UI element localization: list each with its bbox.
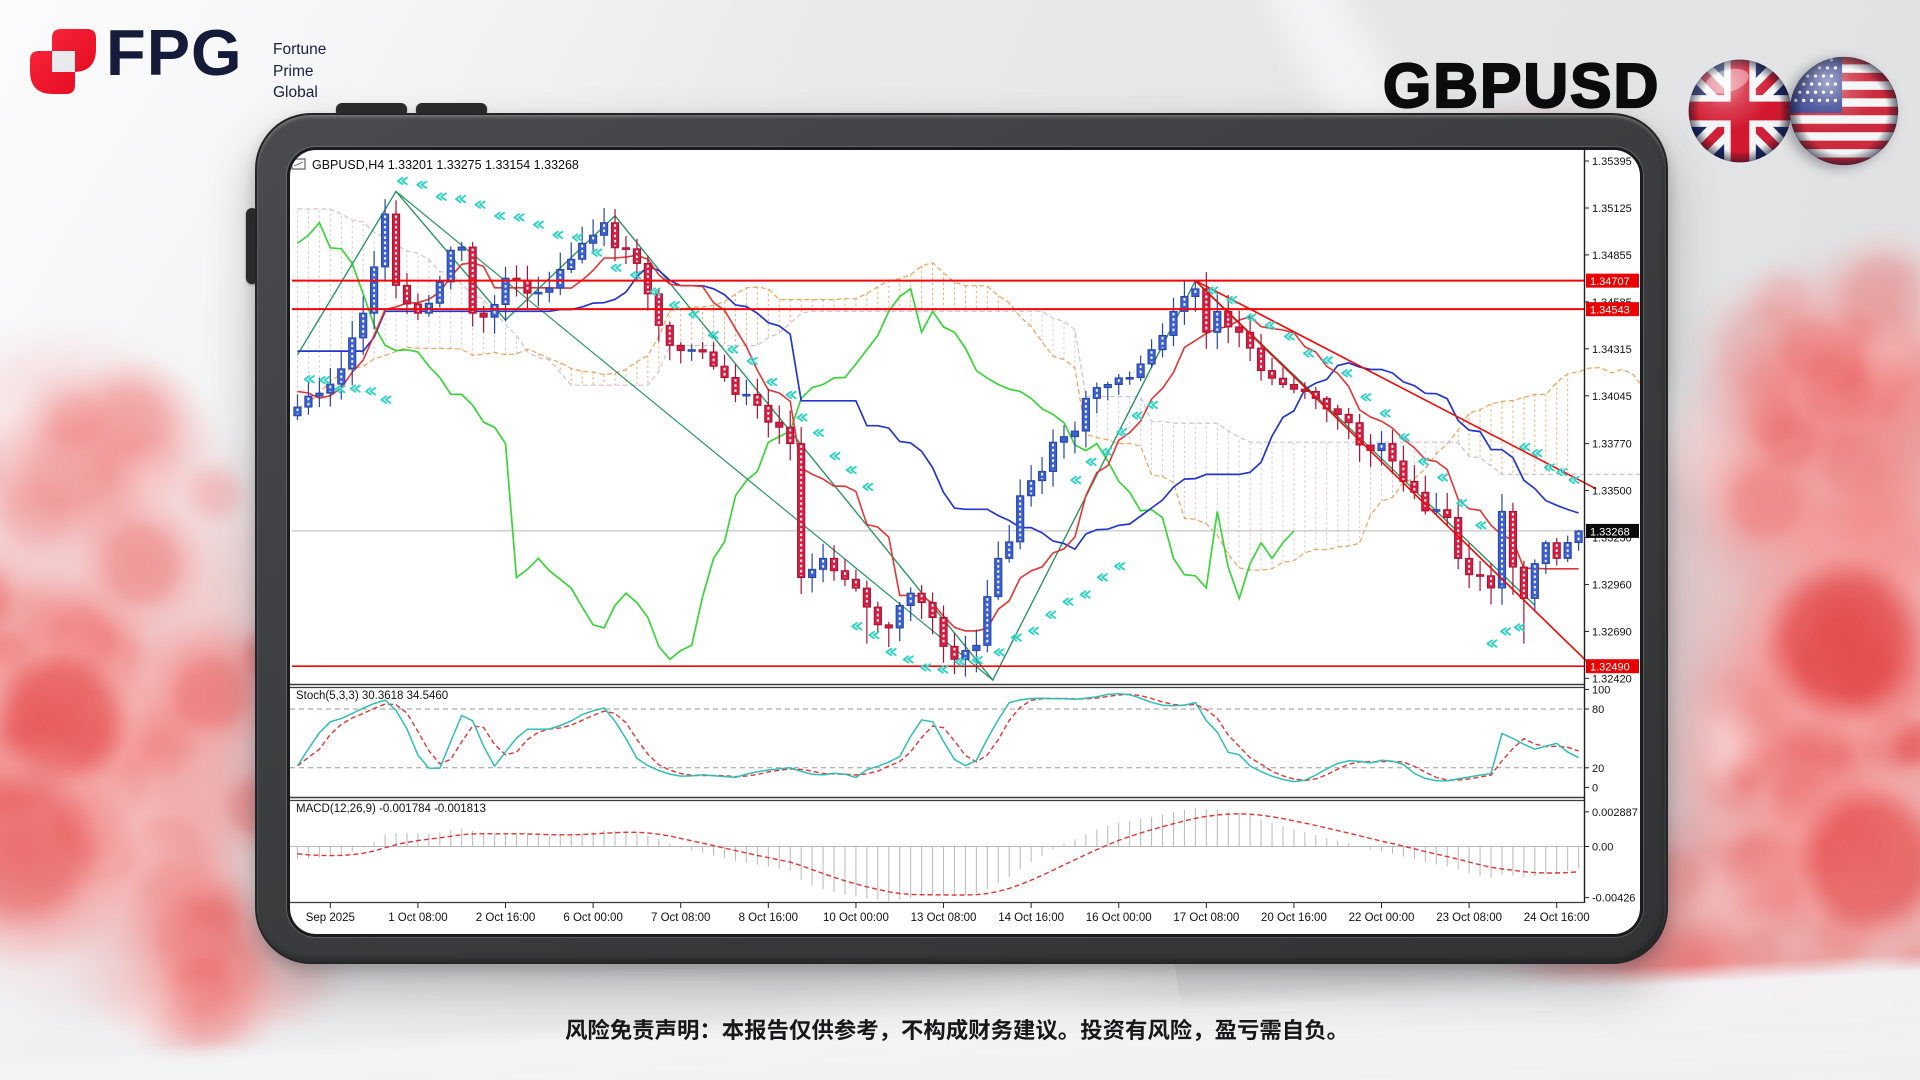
svg-text:100: 100	[1592, 684, 1610, 696]
uk-flag-art	[1688, 59, 1792, 163]
svg-text:1.32690: 1.32690	[1592, 626, 1632, 638]
svg-text:GBPUSD,H4 1.33201 1.33275 1.33: GBPUSD,H4 1.33201 1.33275 1.33154 1.3326…	[312, 158, 579, 172]
svg-text:Stoch(5,3,3) 30.3618 34.5460: Stoch(5,3,3) 30.3618 34.5460	[296, 690, 448, 702]
svg-text:Sep 2025: Sep 2025	[306, 912, 355, 924]
svg-text:1.33500: 1.33500	[1592, 486, 1632, 498]
svg-text:0: 0	[1592, 782, 1598, 794]
svg-text:80: 80	[1592, 704, 1604, 716]
us-flag-art	[1789, 56, 1899, 166]
stochastic-panel: Stoch(5,3,3) 30.3618 34.5460 100 80 20 0	[290, 684, 1610, 794]
svg-text:8 Oct 16:00: 8 Oct 16:00	[739, 912, 798, 924]
ichimoku-chikou-line	[296, 221, 1295, 661]
svg-text:1.32960: 1.32960	[1592, 579, 1632, 591]
svg-text:0.00: 0.00	[1592, 842, 1613, 854]
svg-text:1.32420: 1.32420	[1592, 673, 1632, 685]
svg-text:-0.00426: -0.00426	[1592, 893, 1635, 905]
fpg-logo-tagline: Fortune Prime Global	[273, 41, 327, 101]
svg-text:14 Oct 16:00: 14 Oct 16:00	[998, 912, 1064, 924]
panel-borders	[290, 150, 1586, 904]
price-axis: 1.353951.351251.348551.345851.343151.340…	[1584, 156, 1639, 685]
svg-text:1.33770: 1.33770	[1592, 439, 1632, 451]
svg-text:1.34707: 1.34707	[1590, 276, 1630, 288]
svg-text:23 Oct 08:00: 23 Oct 08:00	[1436, 912, 1502, 924]
svg-text:1.35395: 1.35395	[1592, 156, 1632, 168]
svg-text:20 Oct 16:00: 20 Oct 16:00	[1261, 912, 1327, 924]
svg-text:1.32490: 1.32490	[1590, 662, 1630, 674]
svg-text:7 Oct 08:00: 7 Oct 08:00	[651, 912, 710, 924]
svg-text:17 Oct 08:00: 17 Oct 08:00	[1173, 912, 1239, 924]
red-level-lines	[292, 279, 1597, 668]
disclaimer-text	[565, 1018, 1335, 1042]
ichimoku-tenkan-line	[297, 254, 1579, 632]
svg-text:13 Oct 08:00: 13 Oct 08:00	[911, 912, 977, 924]
svg-text:1.34855: 1.34855	[1592, 250, 1632, 262]
uk-flag-icon	[1688, 59, 1792, 163]
svg-text:0.002887: 0.002887	[1592, 807, 1638, 819]
svg-text:1 Oct 08:00: 1 Oct 08:00	[388, 912, 447, 924]
fpg-logo-wordmark: FPG	[106, 16, 243, 89]
mt4-chart: Stoch(5,3,3) 30.3618 34.5460 100 80 20 0 MAC…	[290, 150, 1640, 924]
svg-text:1.34045: 1.34045	[1592, 391, 1632, 403]
svg-text:1.35125: 1.35125	[1592, 203, 1632, 215]
svg-text:1.34543: 1.34543	[1590, 305, 1630, 317]
pair-title: GBPUSD	[1382, 51, 1661, 122]
svg-text:1.34315: 1.34315	[1592, 344, 1632, 356]
ichimoku-senkou-lines	[297, 208, 1640, 571]
us-flag-icon	[1789, 56, 1899, 166]
tablet-screen: Stoch(5,3,3) 30.3618 34.5460 100 80 20 0 MAC…	[290, 150, 1640, 934]
svg-text:10 Oct 00:00: 10 Oct 00:00	[823, 912, 889, 924]
macd-panel: MACD(12,26,9) -0.001784 -0.001813 0.00288…	[290, 803, 1638, 905]
chart-title: GBPUSD,H4 1.33201 1.33275 1.33154 1.3326…	[291, 158, 579, 172]
disclaimer	[0, 1000, 1920, 1060]
svg-text:6 Oct 00:00: 6 Oct 00:00	[563, 912, 622, 924]
svg-text:20: 20	[1592, 763, 1604, 775]
fpg-logo-icon	[30, 29, 96, 94]
svg-text:1.33268: 1.33268	[1590, 526, 1630, 538]
time-axis: Sep 2025 1 Oct 08:00 2 Oct 16:00 6 Oct 00:0…	[306, 903, 1590, 924]
candles-layer	[293, 199, 1583, 677]
fpg-logo: FPG Fortune Prime Global	[30, 16, 370, 101]
signal-arrows	[303, 176, 1580, 674]
svg-text:24 Oct 16:00: 24 Oct 16:00	[1524, 912, 1590, 924]
svg-text:2 Oct 16:00: 2 Oct 16:00	[476, 912, 535, 924]
svg-text:22 Oct 00:00: 22 Oct 00:00	[1349, 912, 1415, 924]
svg-text:MACD(12,26,9) -0.001784 -0.001: MACD(12,26,9) -0.001784 -0.001813	[296, 803, 486, 815]
svg-text:16 Oct 00:00: 16 Oct 00:00	[1086, 912, 1152, 924]
